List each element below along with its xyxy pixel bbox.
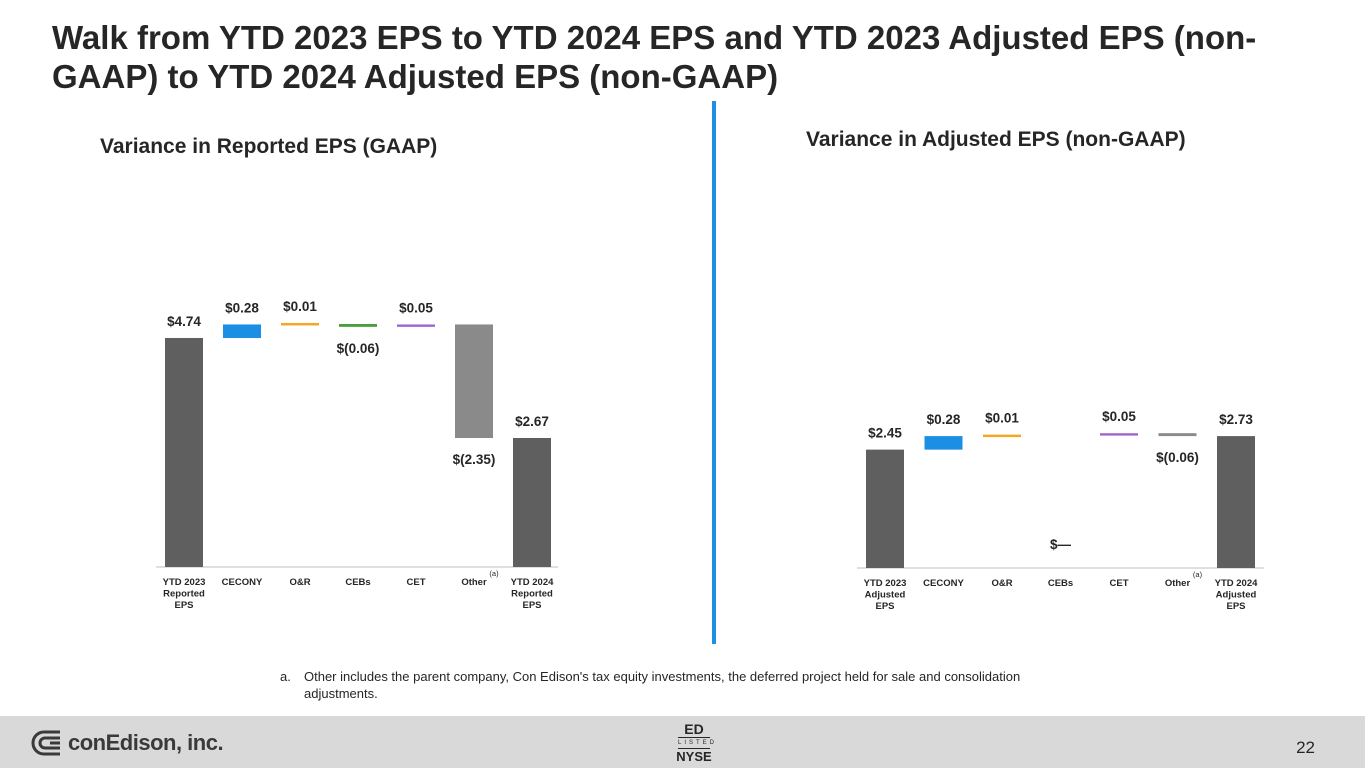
tick-label-ytd-2023-reported-eps: EPS — [174, 600, 193, 611]
tick-label-cecony: CECONY — [923, 578, 964, 589]
value-label-cecony: $0.28 — [225, 300, 259, 315]
footer-bar: conEdison, inc. ED LISTED NYSE 22 — [0, 716, 1365, 768]
tick-label-cebs: CEBs — [345, 577, 370, 588]
tick-label-ytd-2023-adjusted-eps: YTD 2023 — [864, 578, 907, 589]
value-label-cet: $0.05 — [399, 300, 433, 315]
bar-ytd-2023-adjusted-eps — [866, 449, 904, 568]
tick-label-cet: CET — [1110, 578, 1129, 589]
tick-label-ytd-2024-reported-eps: EPS — [522, 600, 541, 611]
value-label-other: $(2.35) — [453, 452, 496, 467]
footnote-mark: (a) — [1193, 570, 1203, 579]
bar-cet — [1100, 433, 1138, 436]
bar-other — [455, 324, 493, 438]
nyse-listing-badge: ED LISTED NYSE — [674, 722, 714, 763]
tick-label-cet: CET — [407, 577, 426, 588]
right-chart-title: Variance in Adjusted EPS (non-GAAP) — [806, 128, 1186, 151]
value-label-oandr: $0.01 — [985, 411, 1019, 426]
footnote-label: a. — [280, 669, 291, 684]
tick-label-other: Other — [461, 577, 487, 588]
exchange-name: NYSE — [676, 749, 712, 764]
value-label-cebs: $(0.06) — [337, 341, 380, 356]
tick-label-cebs: CEBs — [1048, 578, 1073, 589]
bar-cecony — [924, 436, 963, 450]
tick-label-ytd-2024-reported-eps: YTD 2024 — [511, 577, 554, 588]
value-label-cebs: $— — [1050, 537, 1072, 552]
tick-label-ytd-2024-adjusted-eps: YTD 2024 — [1215, 578, 1258, 589]
tick-label-ytd-2023-reported-eps: YTD 2023 — [163, 577, 206, 588]
tick-label-ytd-2024-adjusted-eps: Adjusted — [1216, 590, 1257, 601]
panel-divider — [712, 101, 716, 644]
tick-label-other: Other — [1165, 578, 1191, 589]
bar-other — [1158, 433, 1197, 437]
tick-label-oandr: O&R — [991, 578, 1012, 589]
ticker-symbol: ED — [684, 721, 704, 737]
tick-label-cecony: CECONY — [222, 577, 263, 588]
bar-ytd-2024-reported-eps — [513, 437, 551, 567]
bar-cet — [397, 324, 435, 327]
tick-label-ytd-2023-adjusted-eps: Adjusted — [865, 590, 906, 601]
conedison-mark-icon — [31, 730, 60, 756]
left-chart-title: Variance in Reported EPS (GAAP) — [100, 135, 438, 158]
bar-cecony — [223, 324, 261, 338]
page-number: 22 — [1296, 738, 1315, 757]
bar-cebs — [339, 323, 377, 327]
value-label-ytd-2023-adjusted-eps: $2.45 — [868, 426, 902, 441]
value-label-cecony: $0.28 — [927, 412, 961, 427]
tick-label-ytd-2023-adjusted-eps: EPS — [875, 601, 894, 612]
footnote-text: Other includes the parent company, Con E… — [304, 669, 1021, 701]
value-label-ytd-2024-adjusted-eps: $2.73 — [1219, 412, 1253, 427]
value-label-oandr: $0.01 — [283, 299, 317, 314]
listed-label: LISTED — [678, 737, 714, 749]
tick-label-oandr: O&R — [289, 577, 310, 588]
tick-label-ytd-2024-reported-eps: Reported — [511, 589, 553, 600]
conedison-logo: conEdison, inc. — [30, 728, 224, 758]
bar-oandr — [983, 434, 1021, 438]
bar-ytd-2024-adjusted-eps — [1217, 436, 1255, 568]
tick-label-ytd-2023-reported-eps: Reported — [163, 589, 205, 600]
value-label-ytd-2023-reported-eps: $4.74 — [167, 314, 201, 329]
footnote: a. Other includes the parent company, Co… — [280, 668, 1040, 702]
slide-title: Walk from YTD 2023 EPS to YTD 2024 EPS a… — [52, 19, 1257, 95]
bar-ytd-2023-reported-eps — [165, 337, 203, 567]
bar-oandr — [281, 322, 319, 326]
value-label-other: $(0.06) — [1156, 450, 1199, 465]
tick-label-ytd-2024-adjusted-eps: EPS — [1226, 601, 1245, 612]
footnote-mark: (a) — [489, 569, 499, 578]
value-label-ytd-2024-reported-eps: $2.67 — [515, 414, 549, 429]
company-name: conEdison, inc. — [68, 730, 224, 755]
value-label-cet: $0.05 — [1102, 409, 1136, 424]
